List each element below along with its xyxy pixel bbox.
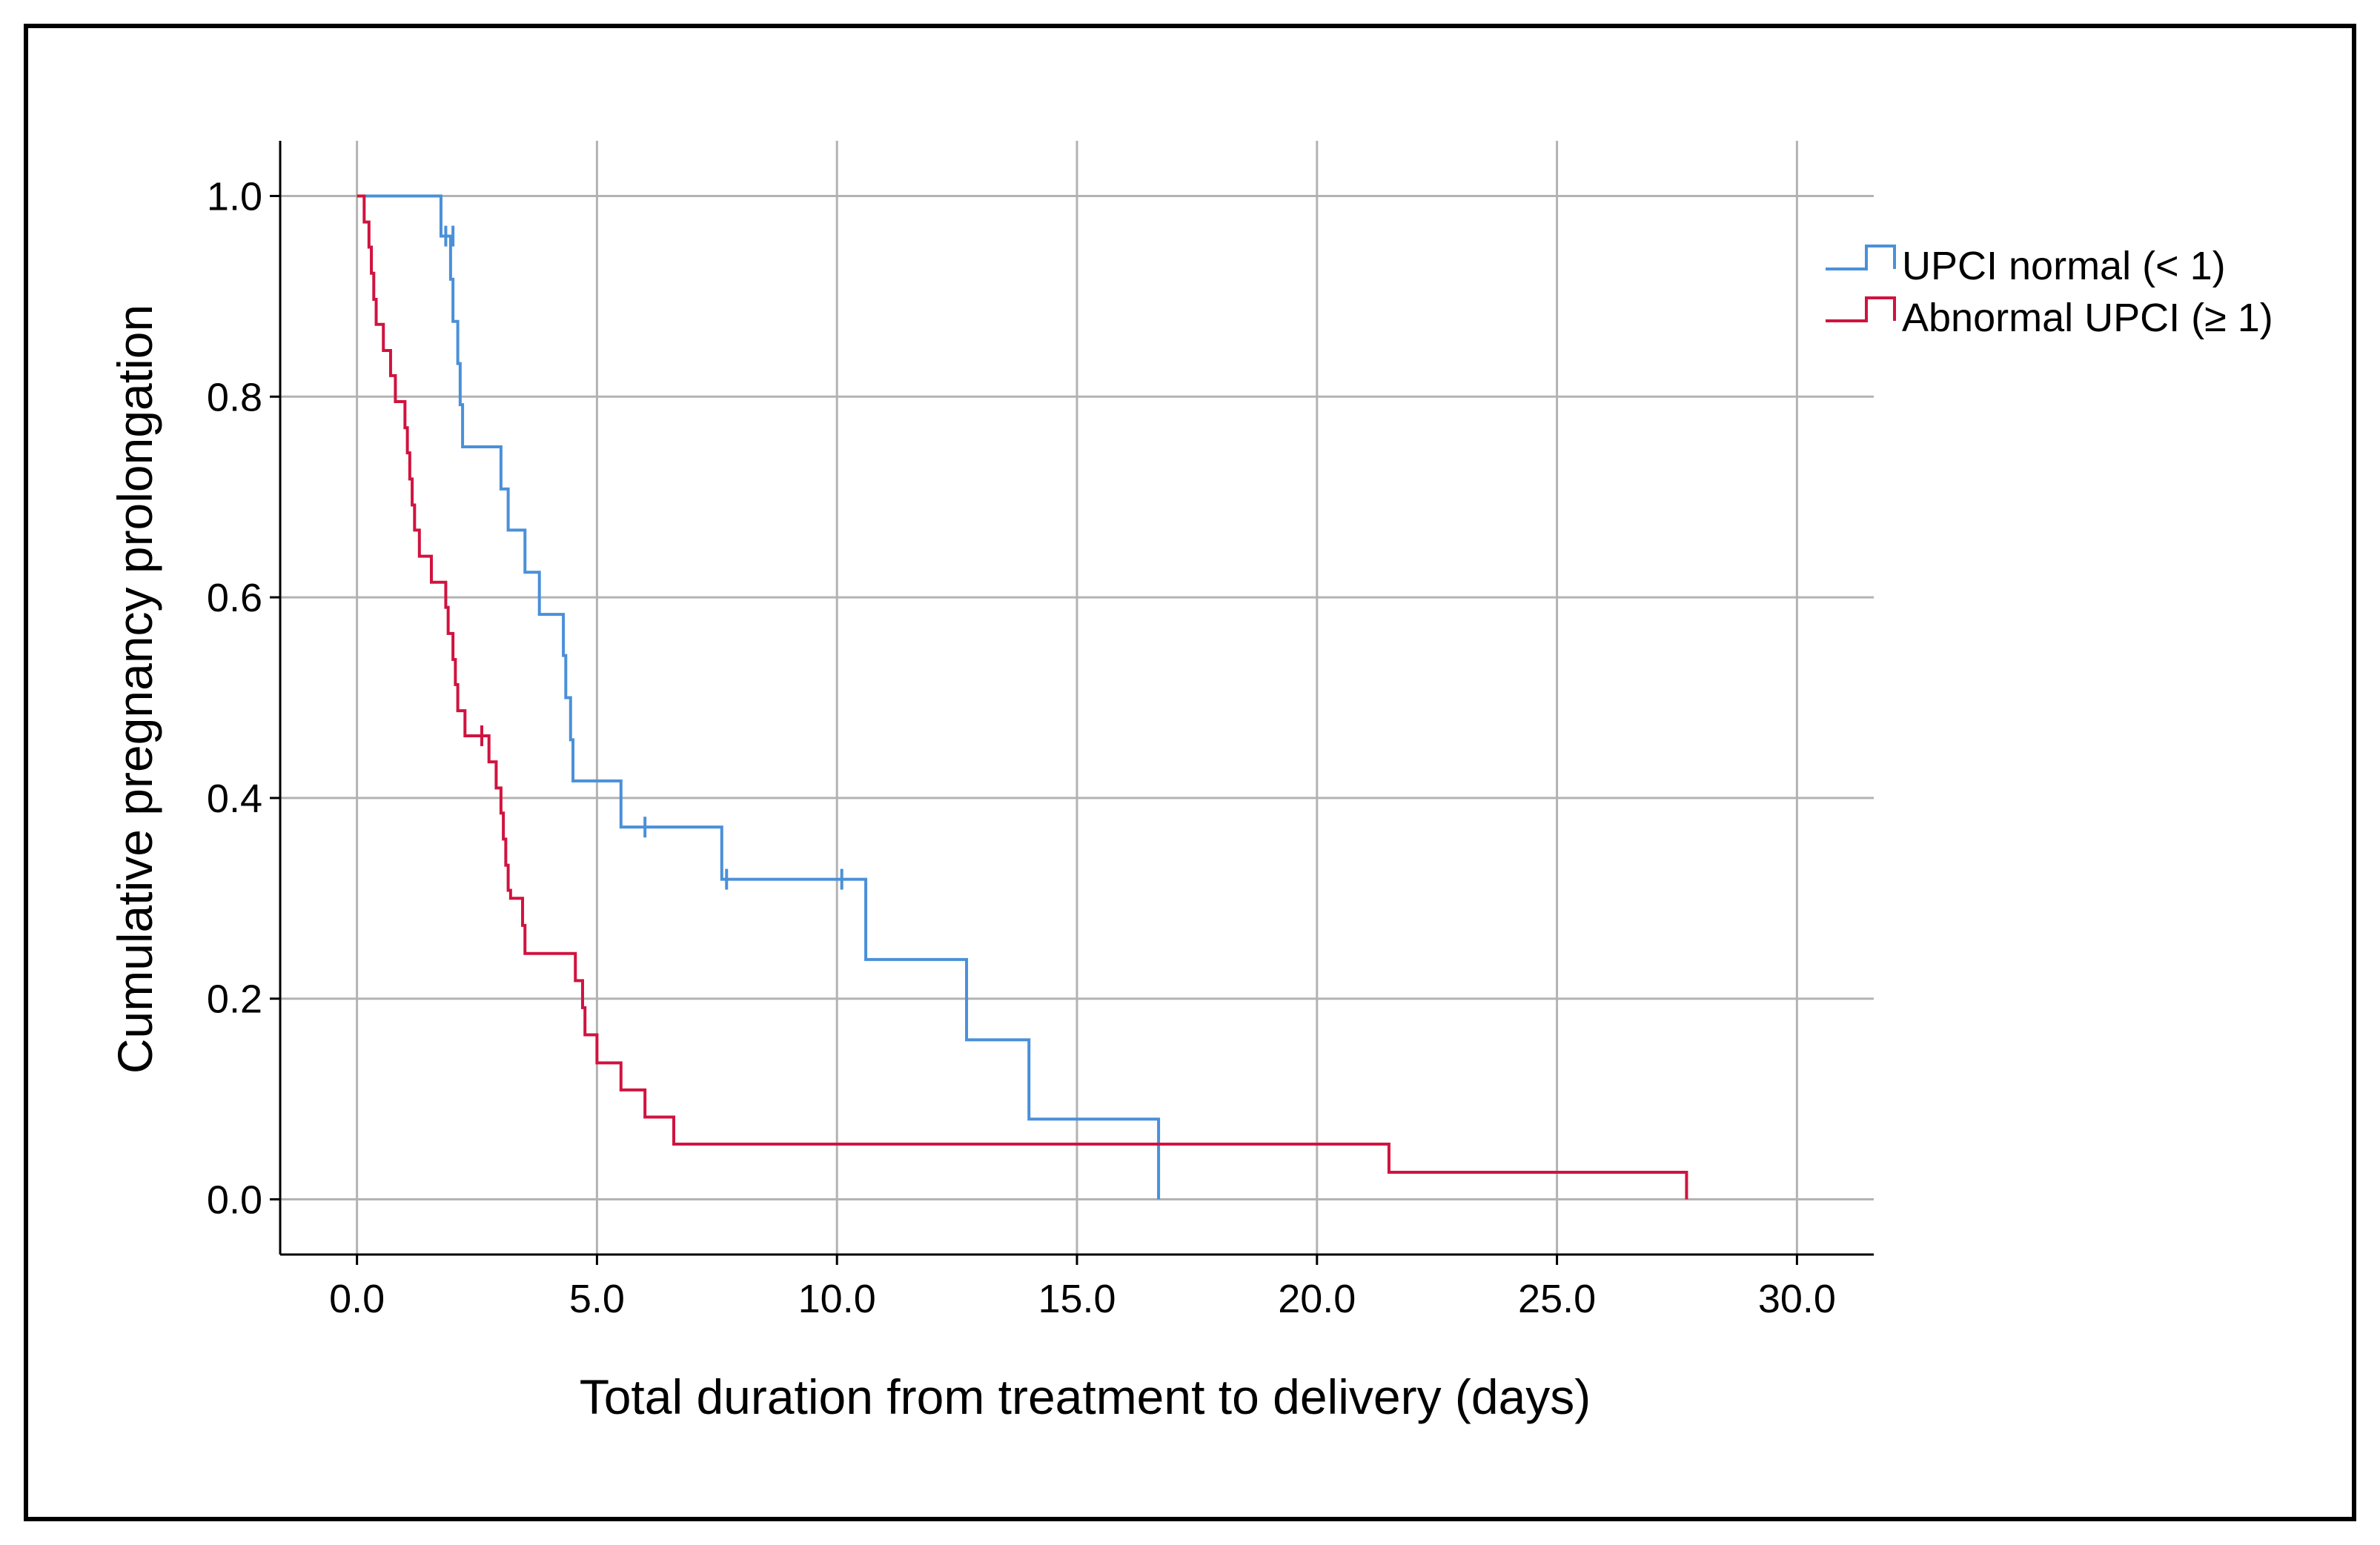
y-tick-label: 1.0 — [207, 174, 262, 219]
grid — [280, 141, 1874, 1255]
series-upci-normal — [357, 194, 1161, 1200]
y-tick-label: 0.4 — [207, 777, 262, 821]
series — [357, 194, 1688, 1200]
y-tick-label: 0.8 — [207, 375, 262, 419]
x-tick-label: 20.0 — [1278, 1277, 1356, 1321]
x-tick-label: 30.0 — [1758, 1277, 1836, 1321]
survival-step-line — [357, 194, 1688, 1200]
legend-label-upci-abnormal: Abnormal UPCI (≥ 1) — [1902, 296, 2273, 340]
x-tick-label: 0.0 — [329, 1277, 385, 1321]
x-tick-label: 15.0 — [1038, 1277, 1116, 1321]
y-axis-label: Cumulative pregnancy prolongation — [107, 305, 162, 1074]
y-tick-label: 0.2 — [207, 977, 262, 1022]
legend-label-upci-normal: UPCI normal (< 1) — [1902, 244, 2226, 288]
y-tick-label: 0.6 — [207, 576, 262, 620]
x-axis-label: Total duration from treatment to deliver… — [580, 1369, 1591, 1424]
figure-frame — [24, 24, 2356, 1521]
x-tick-label: 5.0 — [569, 1277, 625, 1321]
x-tick-label: 25.0 — [1518, 1277, 1596, 1321]
survival-step-line — [357, 194, 1161, 1200]
legend-swatch-upci-normal — [1826, 245, 1896, 270]
legend: UPCI normal (< 1) Abnormal UPCI (≥ 1) — [1826, 244, 2273, 340]
y-tick-label: 0.0 — [207, 1178, 262, 1223]
x-tick-label: 10.0 — [798, 1277, 876, 1321]
tick-labels: 0.0 5.0 10.0 15.0 20.0 25.0 30.0 0.0 0.2 0.4 0.6 0.… — [207, 174, 1836, 1321]
legend-swatch-upci-abnormal — [1826, 296, 1896, 322]
series-upci-abnormal — [357, 194, 1688, 1200]
